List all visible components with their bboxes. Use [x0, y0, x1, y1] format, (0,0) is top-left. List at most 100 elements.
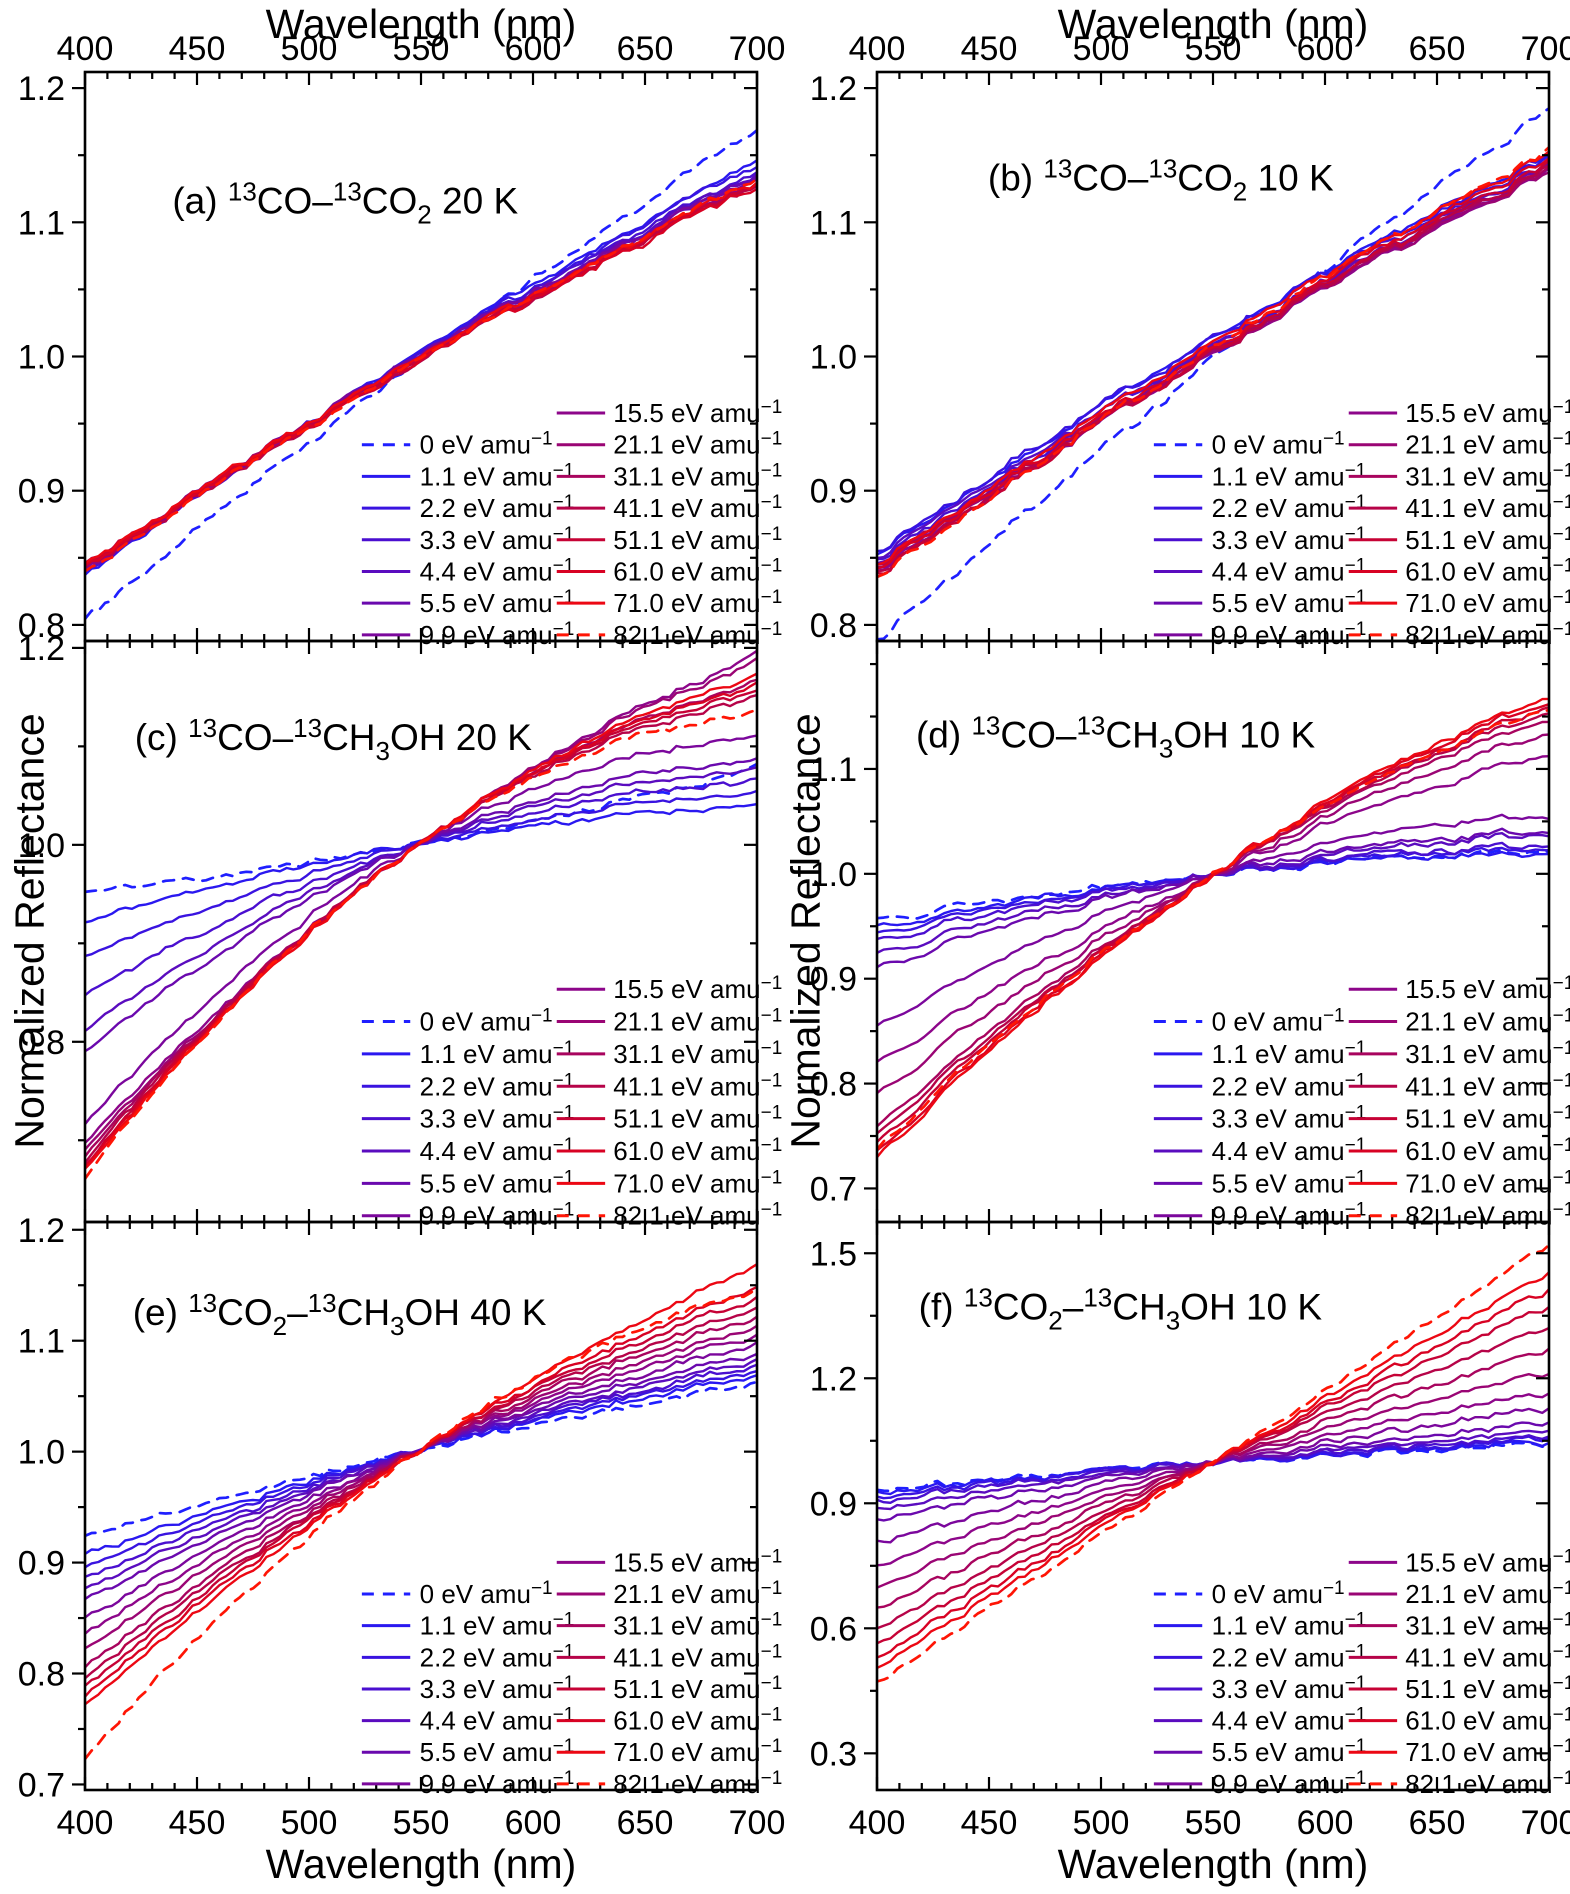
y-tick-label: 0.9	[810, 473, 857, 511]
legend-label-2.2-eV-amu: 2.2 eV amu−1	[420, 1641, 575, 1672]
x-ticks-f	[875, 1222, 1551, 1790]
y-tick-label: 0.8	[18, 1656, 65, 1694]
series-curve-82.1-eV-amu	[877, 1243, 1549, 1683]
x-tick-label: 650	[617, 30, 674, 68]
legend-label-2.2-eV-amu: 2.2 eV amu−1	[1212, 1641, 1367, 1672]
x-tick-label: 650	[617, 1804, 674, 1842]
x-tick-label: 550	[1185, 30, 1242, 68]
legend-label-21.1-eV-amu: 21.1 eV amu−1	[613, 1578, 782, 1609]
y-tick-label: 1.2	[810, 1360, 857, 1398]
legend-label-31.1-eV-amu: 31.1 eV amu−1	[1405, 1610, 1570, 1641]
legend-label-4.4-eV-amu: 4.4 eV amu−1	[420, 1705, 575, 1736]
y-tick-label: 1.1	[18, 204, 65, 242]
x-tick-label: 400	[849, 1804, 906, 1842]
legend-label-15.5-eV-amu: 15.5 eV amu−1	[1405, 1546, 1570, 1577]
legend-label-0-eV-amu: 0 eV amu−1	[1212, 1006, 1345, 1037]
series-curve-82.1-eV-amu	[877, 145, 1549, 579]
panel-title-a: (a) 13CO–13CO2 20 K	[172, 176, 518, 229]
legend-a: 0 eV amu−11.1 eV amu−12.2 eV amu−13.3 eV…	[361, 397, 782, 650]
y-tick-label: 1.1	[18, 1323, 65, 1361]
series-curve-2.2-eV-amu	[85, 789, 757, 958]
panel-d: 0.7 0.8 0.9 1.0 1.1 (d) 13CO–13CH3OH 10 K 0 eV…	[810, 639, 1570, 1231]
y-tick-label: 1.0	[18, 1434, 65, 1472]
x-tick-label: 400	[57, 30, 114, 68]
y-ticks-e	[72, 1228, 757, 1786]
series-curve-82.1-eV-amu	[85, 708, 757, 1181]
legend-label-41.1-eV-amu: 41.1 eV amu−1	[1405, 492, 1570, 523]
series-curve-2.2-eV-amu	[877, 154, 1549, 553]
legend-label-82.1-eV-amu: 82.1 eV amu−1	[1405, 1768, 1570, 1799]
y-tick-label: 0.9	[18, 473, 65, 511]
x-tick-label: 650	[1409, 1804, 1466, 1842]
legend-b: 0 eV amu−11.1 eV amu−12.2 eV amu−13.3 eV…	[1153, 397, 1570, 650]
legend-label-4.4-eV-amu: 4.4 eV amu−1	[1212, 1705, 1367, 1736]
series-curve-71.0-eV-amu	[877, 697, 1549, 1159]
y-tick-label: 1.1	[810, 751, 857, 789]
legend-label-21.1-eV-amu: 21.1 eV amu−1	[1405, 429, 1570, 460]
x-tick-label: 400	[57, 1804, 114, 1842]
legend-label-5.5-eV-amu: 5.5 eV amu−1	[1212, 1736, 1367, 1767]
y-tick-label: 1.2	[810, 70, 857, 108]
y-tick-label: 0.8	[18, 607, 65, 645]
y-tick-label: 1.0	[18, 339, 65, 377]
series-curve-1.1-eV-amu	[85, 802, 757, 924]
series-curve-1.1-eV-amu	[877, 850, 1549, 927]
series-curve-61.0-eV-amu	[877, 157, 1549, 570]
panel-title-c: (c) 13CO–13CH3OH 20 K	[135, 713, 532, 766]
x-tick-label: 500	[281, 1804, 338, 1842]
panel-a: 400 450 500 550 600 650 700 0.8 0.9 1.0 1.1 1.2 (a) …	[18, 30, 786, 650]
y-tick-label: 0.9	[18, 1545, 65, 1583]
panel-title-b: (b) 13CO–13CO2 10 K	[988, 154, 1334, 207]
legend-label-41.1-eV-amu: 41.1 eV amu−1	[613, 1070, 782, 1101]
panel-e: 400 450 500 550 600 650 700 0.7 0.8 0.9 1.0 1.1 1.2 (…	[18, 1212, 786, 1842]
legend-label-61.0-eV-amu: 61.0 eV amu−1	[1405, 555, 1570, 586]
legend-label-51.1-eV-amu: 51.1 eV amu−1	[1405, 1103, 1570, 1134]
legend-label-41.1-eV-amu: 41.1 eV amu−1	[1405, 1070, 1570, 1101]
legend-label-71.0-eV-amu: 71.0 eV amu−1	[1405, 1167, 1570, 1198]
legend-label-82.1-eV-amu: 82.1 eV amu−1	[613, 1200, 782, 1231]
series-curve-4.4-eV-amu	[877, 832, 1549, 955]
legend-label-82.1-eV-amu: 82.1 eV amu−1	[1405, 1200, 1570, 1231]
legend-label-61.0-eV-amu: 61.0 eV amu−1	[613, 555, 782, 586]
panel-f: 400 450 500 550 600 650 700 0.3 0.6 0.9 1.2 1.5 (f) …	[810, 1220, 1570, 1842]
x-tick-label: 700	[1521, 30, 1570, 68]
legend-label-2.2-eV-amu: 2.2 eV amu−1	[420, 492, 575, 523]
legend-label-21.1-eV-amu: 21.1 eV amu−1	[613, 1006, 782, 1037]
legend-label-0-eV-amu: 0 eV amu−1	[420, 429, 553, 460]
y-ticks-f	[864, 1252, 1549, 1755]
x-tick-label: 600	[1297, 1804, 1354, 1842]
legend-d: 0 eV amu−11.1 eV amu−12.2 eV amu−13.3 eV…	[1153, 973, 1570, 1231]
x-tick-label: 700	[1521, 1804, 1570, 1842]
y-tick-label: 1.2	[18, 70, 65, 108]
y-tick-label: 0.9	[810, 1485, 857, 1523]
y-tick-label: 1.2	[18, 630, 65, 668]
y-tick-label: 0.7	[810, 1170, 857, 1208]
series-curve-9.9-eV-amu	[877, 1407, 1549, 1544]
x-tick-label: 550	[1185, 1804, 1242, 1842]
y-tick-label: 0.8	[810, 1066, 857, 1104]
x-axis-title-bottom-right: Wavelength (nm)	[1057, 1841, 1369, 1887]
legend-label-3.3-eV-amu: 3.3 eV amu−1	[420, 1673, 575, 1704]
x-tick-label: 600	[1297, 30, 1354, 68]
y-tick-label: 0.9	[810, 961, 857, 999]
legend-label-9.9-eV-amu: 9.9 eV amu−1	[1212, 619, 1367, 650]
legend-label-82.1-eV-amu: 82.1 eV amu−1	[613, 1768, 782, 1799]
series-curve-0-eV-amu	[877, 106, 1549, 641]
x-tick-label: 450	[961, 30, 1018, 68]
x-tick-label: 450	[169, 30, 226, 68]
x-axis-title-top-right: Wavelength (nm)	[1057, 1, 1369, 47]
legend-label-9.9-eV-amu: 9.9 eV amu−1	[420, 1768, 575, 1799]
legend-f: 0 eV amu−11.1 eV amu−12.2 eV amu−13.3 eV…	[1153, 1546, 1570, 1799]
x-tick-label: 400	[849, 30, 906, 68]
legend-label-1.1-eV-amu: 1.1 eV amu−1	[420, 1038, 575, 1069]
y-ticks-b	[864, 87, 1549, 626]
panel-title-f: (f) 13CO2–13CH3OH 10 K	[919, 1282, 1323, 1335]
series-curve-82.1-eV-amu	[85, 1286, 757, 1761]
legend-label-31.1-eV-amu: 31.1 eV amu−1	[613, 1038, 782, 1069]
curves-b	[877, 106, 1549, 641]
legend-label-41.1-eV-amu: 41.1 eV amu−1	[613, 492, 782, 523]
legend-label-3.3-eV-amu: 3.3 eV amu−1	[1212, 524, 1367, 555]
legend-label-15.5-eV-amu: 15.5 eV amu−1	[613, 397, 782, 428]
legend-label-9.9-eV-amu: 9.9 eV amu−1	[420, 1200, 575, 1231]
